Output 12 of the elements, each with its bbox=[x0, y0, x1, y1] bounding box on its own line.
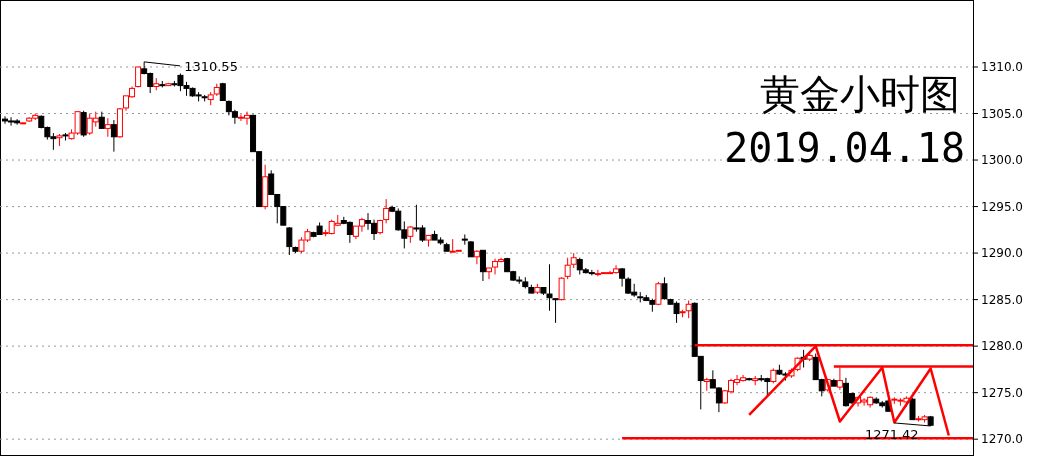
y-tick-label: 1305.0 bbox=[981, 106, 1023, 121]
y-tick-label: 1310.0 bbox=[981, 59, 1023, 74]
y-tick-label: 1300.0 bbox=[981, 153, 1023, 168]
text: 黄金小时图 bbox=[760, 71, 960, 117]
annotation: 1310.55 bbox=[184, 58, 238, 74]
y-tick-label: 1280.0 bbox=[981, 339, 1023, 354]
y-tick-label: 1290.0 bbox=[981, 246, 1023, 261]
y-tick-label: 1295.0 bbox=[981, 199, 1023, 214]
y-tick-label: 1275.0 bbox=[981, 385, 1023, 400]
text: 2019.04.18 bbox=[724, 125, 965, 171]
y-tick-label: 1270.0 bbox=[981, 432, 1023, 447]
y-tick-label: 1285.0 bbox=[981, 292, 1023, 307]
